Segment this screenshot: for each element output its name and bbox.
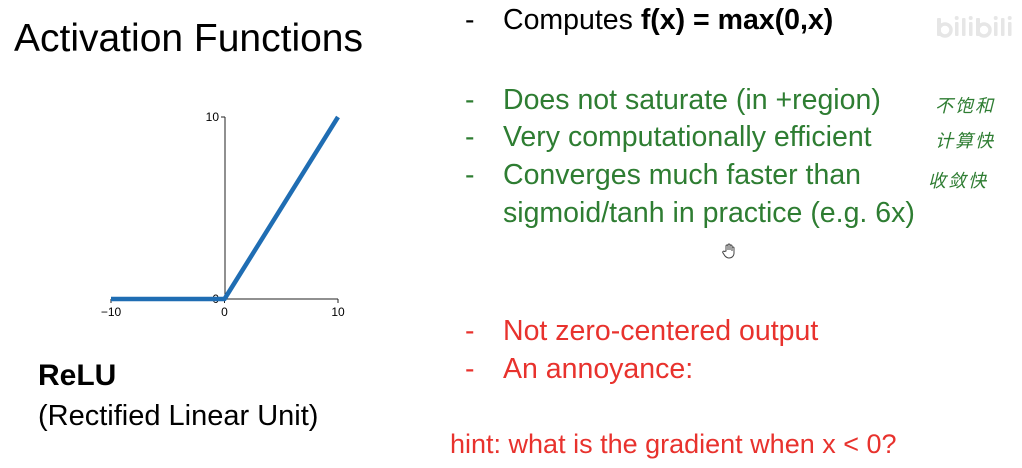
hand-cursor-icon <box>722 243 735 259</box>
bullet-text: An annoyance: <box>503 353 694 385</box>
relu-formula: f(x) = max(0,x) <box>640 4 834 36</box>
x-tick-label: 10 <box>331 305 345 319</box>
bullet-dash: - <box>465 353 475 385</box>
bullet-computes: - Computes f(x) = max(0,x) <box>465 2 833 38</box>
bilibili-watermark-logo <box>937 16 1012 38</box>
bullet-converges: - Converges much faster than <box>465 157 861 193</box>
bullet-dash: - <box>465 84 475 116</box>
bullet-not-zero-centered: - Not zero-centered output <box>465 313 818 349</box>
computes-label: Computes <box>503 4 641 36</box>
bullet-dash: - <box>465 159 475 191</box>
bullet-text: Not zero-centered output <box>503 315 819 347</box>
slide-title: Activation Functions <box>14 17 364 60</box>
handwritten-note-fast-compute: 计算快 <box>935 131 995 152</box>
relu-caption-full-name: (Rectified Linear Unit) <box>38 400 319 432</box>
handwritten-note-no-saturate: 不饱和 <box>935 96 995 117</box>
bullet-dash: - <box>465 4 475 36</box>
bullet-text: Very computationally efficient <box>503 121 872 153</box>
x-tick-label: −10 <box>101 305 122 319</box>
hint-text: hint: what is the gradient when x < 0? <box>450 429 897 459</box>
bullet-dash: - <box>465 315 475 347</box>
bullet-text: Does not saturate (in +region) <box>503 84 881 116</box>
bullet-dash: - <box>465 121 475 153</box>
bullet-converges-continued: sigmoid/tanh in practice (e.g. 6x) <box>503 197 915 229</box>
relu-series-line <box>111 115 340 302</box>
bullet-text: Converges much faster than <box>503 159 862 191</box>
x-tick-label: 0 <box>221 305 228 319</box>
bullet-efficient: - Very computationally efficient <box>465 119 872 155</box>
bullet-no-saturate: - Does not saturate (in +region) <box>465 82 881 118</box>
y-tick-label: 10 <box>206 110 220 124</box>
handwritten-note-fast-converge: 收敛快 <box>928 171 988 192</box>
bullet-annoyance: - An annoyance: <box>465 351 693 387</box>
relu-caption-name: ReLU <box>38 359 117 392</box>
